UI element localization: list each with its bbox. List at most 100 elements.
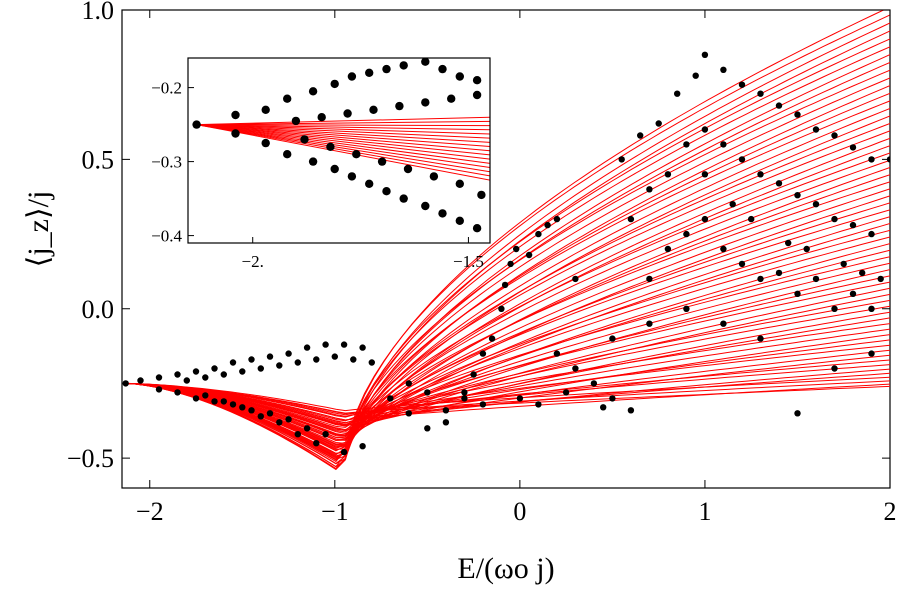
inset-data-point — [352, 150, 361, 159]
data-point — [720, 245, 727, 253]
data-point — [544, 221, 551, 229]
data-point — [248, 356, 255, 363]
semiclassical-curve — [125, 61, 890, 465]
inset-data-point — [308, 157, 318, 166]
inset-semiclassical-curve — [196, 124, 490, 177]
main-plot: −2 −1 0 1 2 −0.5 0.0 0.5 1.0 E/(ωo j) ⟨j_z⟩/j — [22, 0, 897, 585]
data-point — [720, 320, 727, 327]
inset-data-point — [377, 157, 387, 166]
data-point — [229, 401, 237, 408]
data-point — [738, 260, 746, 268]
semiclassical-curve — [125, 376, 890, 412]
inset-data-point — [455, 72, 464, 81]
semiclassical-curve — [125, 380, 890, 415]
inset-data-point — [472, 90, 482, 100]
inset-data-point — [395, 101, 404, 111]
semiclassical-curve — [125, 229, 890, 436]
data-point — [303, 344, 311, 351]
data-point — [174, 371, 181, 378]
data-point — [609, 395, 616, 402]
data-point — [220, 398, 227, 405]
data-point — [340, 448, 348, 456]
inset-data-point — [261, 138, 270, 148]
data-point — [322, 341, 329, 348]
data-point — [122, 380, 129, 387]
data-point — [313, 356, 320, 363]
data-point — [590, 380, 598, 387]
data-point — [720, 66, 727, 74]
data-point — [757, 275, 764, 283]
inset-data-point — [330, 79, 339, 89]
inset-data-point — [347, 72, 357, 81]
data-point — [775, 269, 783, 277]
data-point — [470, 371, 477, 378]
data-point — [831, 365, 838, 372]
inset-data-point — [326, 142, 335, 151]
data-point — [748, 215, 755, 223]
data-point — [812, 126, 820, 133]
semiclassical-curve — [125, 344, 890, 418]
data-point — [276, 419, 283, 426]
x-tick-label: 2 — [884, 497, 897, 526]
data-point — [877, 275, 884, 283]
data-point — [849, 144, 857, 151]
data-point — [461, 389, 468, 396]
data-point — [803, 245, 810, 253]
inset-plot: −2. −1.5 −0.2 −0.3 −0.4 — [151, 57, 491, 271]
data-point — [868, 230, 875, 238]
data-point — [775, 102, 783, 109]
inset-semiclassical-curve — [196, 124, 490, 135]
inset-x-axis-ticks: −2. −1.5 — [242, 237, 484, 271]
data-point — [368, 359, 375, 366]
inset-data-point — [421, 58, 430, 66]
data-point — [501, 281, 509, 289]
inset-data-point — [399, 194, 408, 203]
inset-semiclassical-curve — [196, 116, 490, 126]
inset-semiclassical-curve — [196, 124, 490, 181]
inset-x-tick-label: −1.5 — [453, 252, 484, 271]
data-point — [525, 251, 533, 259]
data-point — [785, 239, 792, 247]
data-point — [331, 353, 338, 360]
semiclassical-curve — [125, 339, 890, 424]
main-data-points — [122, 51, 890, 456]
data-point — [442, 407, 450, 414]
inset-data-point — [447, 94, 456, 103]
data-point — [424, 425, 431, 432]
data-point — [229, 359, 237, 366]
semiclassical-curve — [125, 22, 890, 470]
inset-data-point — [455, 216, 464, 225]
data-point — [359, 443, 366, 450]
data-point — [155, 374, 163, 381]
data-point — [442, 419, 450, 426]
data-point — [664, 171, 672, 178]
data-point — [812, 275, 820, 283]
inset-semiclassical-curve — [196, 124, 490, 160]
data-point — [257, 413, 264, 420]
semiclassical-curve — [125, 256, 890, 431]
inset-data-point — [283, 94, 292, 103]
x-tick-label: 1 — [698, 497, 711, 526]
data-point — [794, 290, 801, 297]
inset-data-point — [308, 87, 318, 96]
x-tick-label: −2 — [136, 497, 164, 526]
data-point — [868, 350, 875, 357]
data-point — [683, 305, 690, 312]
data-point — [183, 377, 190, 384]
data-point — [479, 350, 487, 357]
inset-data-point — [317, 113, 326, 122]
inset-plot-frame — [187, 57, 491, 244]
data-point — [701, 215, 709, 223]
data-point — [405, 410, 412, 417]
data-point — [831, 305, 838, 312]
data-point — [285, 416, 292, 423]
data-point — [692, 72, 699, 79]
y-tick-label: 1.0 — [82, 0, 115, 25]
inset-data-point — [438, 64, 447, 74]
data-point — [729, 201, 736, 208]
data-point — [137, 377, 144, 384]
data-point — [266, 353, 274, 360]
data-point — [248, 407, 255, 414]
data-point — [646, 320, 653, 327]
